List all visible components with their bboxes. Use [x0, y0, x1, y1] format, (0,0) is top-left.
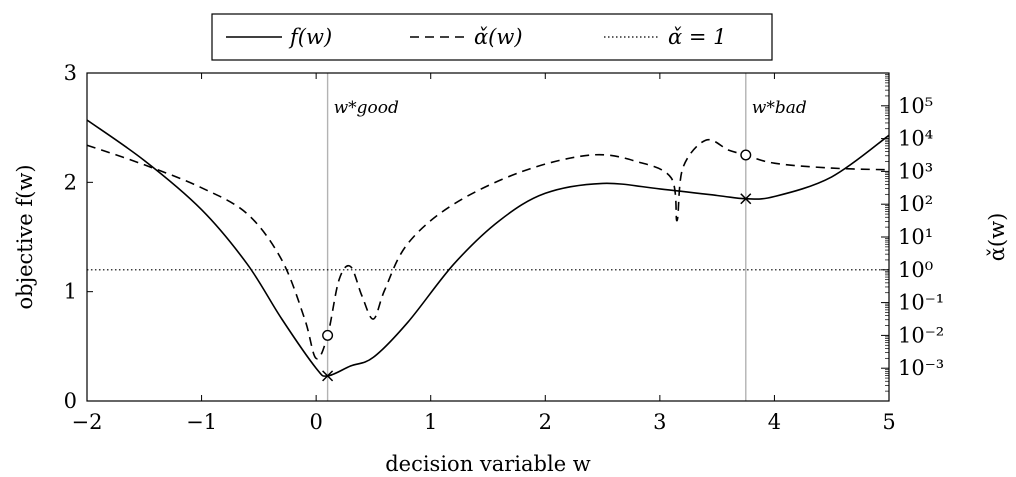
annotation-1: w*bad	[752, 98, 807, 118]
y-right-tick-label: 10¹	[898, 225, 933, 249]
cross-marker-1	[740, 193, 752, 205]
x-tick-label: 3	[653, 410, 666, 434]
x-tick-label: −2	[72, 410, 103, 434]
series-layer	[86, 119, 890, 377]
y-right-tick-label: 10³	[898, 159, 933, 183]
circle-marker-2	[322, 329, 334, 341]
series-line-1	[86, 138, 890, 360]
legend-box	[211, 13, 773, 61]
cross-marker-0	[322, 370, 334, 382]
legend-label-2: α̌ = 1	[668, 25, 727, 49]
gridlines	[326, 73, 747, 401]
y-right-tick-label: 10⁴	[898, 127, 933, 151]
y-right-tick-label: 10²	[898, 192, 933, 216]
x-tick-label: 5	[882, 410, 895, 434]
y-right-ticks: 10⁻³ 10⁻² 10⁻¹ 10⁰ 10¹ 10² 10³ 10⁴ 10⁵	[881, 74, 944, 392]
y-right-tick-label: 10⁵	[898, 94, 933, 118]
y-right-tick-label: 10⁻³	[898, 356, 944, 380]
y-left-tick-label: 2	[64, 170, 77, 194]
x-tick-label: −1	[186, 410, 217, 434]
x-tick-label: 0	[309, 410, 322, 434]
y-axis-left-label: objective f(w)	[13, 164, 37, 309]
y-right-tick-label: 10⁻¹	[898, 291, 944, 315]
y-left-ticks: 0 1 2 3	[64, 61, 93, 413]
series-line-0	[86, 119, 890, 377]
annotations: w*good w*bad	[334, 98, 807, 118]
marker-layer	[322, 149, 752, 382]
plot-frame	[86, 72, 890, 402]
circle-marker-3	[740, 149, 752, 161]
x-tick-label: 4	[768, 410, 781, 434]
y-left-tick-label: 1	[64, 280, 77, 304]
annotation-0: w*good	[334, 98, 399, 118]
legend-label-1: α̌(w)	[474, 25, 523, 49]
y-right-tick-label: 10⁰	[898, 258, 933, 282]
y-right-tick-label: 10⁻²	[898, 323, 944, 347]
cross-stroke	[740, 193, 752, 205]
x-ticks: −2 −1 0 1 2 3 4 5	[72, 73, 896, 434]
x-axis-label: decision variable w	[385, 452, 591, 476]
legend: f(w) α̌(w) α̌ = 1	[211, 13, 773, 61]
x-tick-label: 2	[539, 410, 552, 434]
y-left-tick-label: 3	[64, 61, 77, 85]
x-tick-label: 1	[424, 410, 437, 434]
y-axis-right-label: α̌(w)	[985, 213, 1009, 262]
legend-label-0: f(w)	[288, 25, 332, 49]
cross-stroke	[322, 370, 334, 382]
y-left-tick-label: 0	[64, 389, 77, 413]
